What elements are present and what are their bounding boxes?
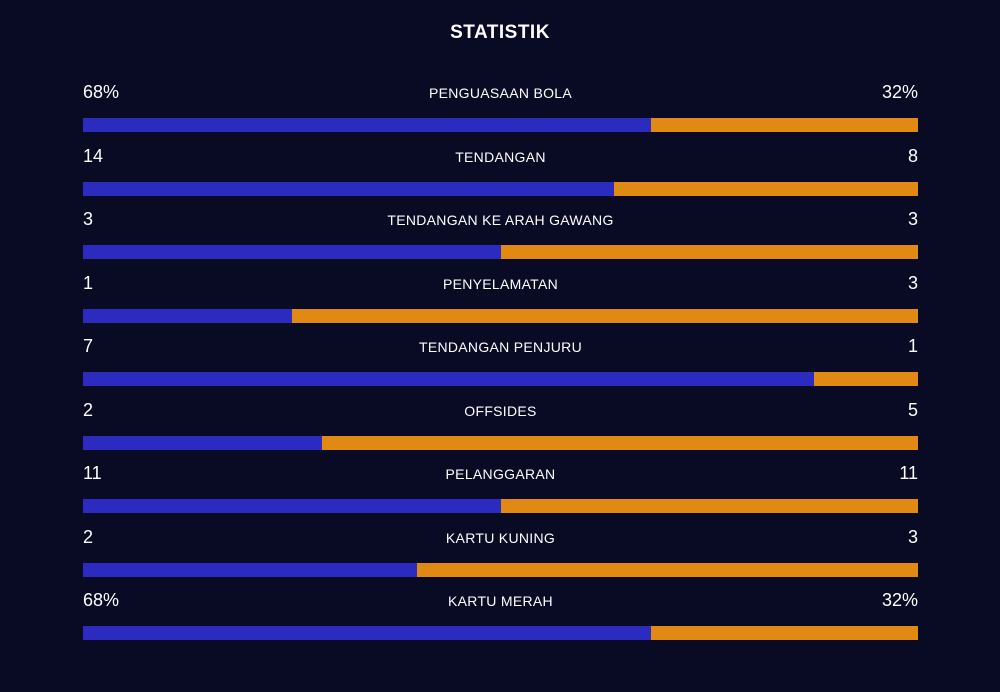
stat-left-value: 68%	[83, 590, 120, 610]
stat-label: PENGUASAAN BOLA	[429, 85, 572, 101]
stat-right-value: 5	[907, 399, 918, 420]
bar-left-segment	[83, 372, 814, 386]
page-title: STATISTIK	[450, 22, 550, 43]
stat-comparison-bar	[83, 181, 918, 196]
bar-right-segment	[291, 308, 918, 323]
stat-label: TENDANGAN PENJURU	[418, 339, 582, 355]
stat-left-value: 14	[83, 145, 104, 166]
stat-label: KARTU MERAH	[448, 593, 553, 609]
bar-right-segment	[614, 181, 918, 196]
stat-label: PENYELAMATAN	[442, 275, 559, 292]
stat-label: PELANGGARAN	[445, 466, 556, 482]
stat-row: 11 PELANGGARAN 11	[83, 461, 918, 525]
bar-left-segment	[83, 118, 651, 132]
stat-header: 7 TENDANGAN PENJURU 1	[83, 334, 918, 360]
bar-left-segment	[83, 562, 417, 577]
bar-left-segment	[83, 499, 501, 513]
stat-comparison-bar	[83, 245, 918, 259]
stat-header: 2 OFFSIDES 5	[83, 398, 918, 424]
stat-left-value: 2	[83, 526, 94, 547]
stat-row: 3 TENDANGAN KE ARAH GAWANG 3	[83, 207, 918, 271]
stat-left-value: 11	[83, 463, 102, 483]
stat-right-value: 3	[907, 209, 918, 229]
bar-right-segment	[813, 372, 918, 386]
stat-comparison-bar	[83, 308, 918, 323]
stat-label: OFFSIDES	[464, 402, 537, 419]
stat-row: 14 TENDANGAN 8	[83, 144, 918, 208]
stat-left-value: 2	[83, 399, 94, 420]
stat-right-value: 11	[899, 463, 918, 483]
stat-right-value: 3	[907, 526, 918, 547]
stat-comparison-bar	[83, 435, 918, 450]
bar-right-segment	[321, 435, 918, 450]
stat-right-value: 32%	[881, 590, 918, 610]
stat-row: 1 PENYELAMATAN 3	[83, 271, 918, 335]
stat-header: 14 TENDANGAN 8	[83, 144, 918, 170]
stat-left-value: 7	[83, 336, 94, 356]
stat-header: 68% PENGUASAAN BOLA 32%	[83, 80, 918, 106]
bar-left-segment	[83, 626, 651, 640]
bar-right-segment	[650, 118, 918, 132]
stat-header: 3 TENDANGAN KE ARAH GAWANG 3	[83, 207, 918, 233]
bar-right-segment	[417, 562, 918, 577]
bar-left-segment	[83, 435, 322, 450]
stat-comparison-bar	[83, 499, 918, 513]
stat-label: TENDANGAN KE ARAH GAWANG	[387, 212, 614, 228]
stat-row: 7 TENDANGAN PENJURU 1	[83, 334, 918, 398]
stat-left-value: 68%	[83, 82, 120, 102]
stat-header: 2 KARTU KUNING 3	[83, 525, 918, 551]
stat-row: 68% KARTU MERAH 32%	[83, 588, 918, 652]
stat-right-value: 8	[907, 145, 918, 166]
stat-comparison-bar	[83, 626, 918, 640]
stat-row: 2 OFFSIDES 5	[83, 398, 918, 462]
stat-left-value: 1	[83, 272, 94, 293]
stat-comparison-bar	[83, 372, 918, 386]
bar-right-segment	[650, 626, 918, 640]
stat-header: 1 PENYELAMATAN 3	[83, 271, 918, 297]
stat-comparison-bar	[83, 562, 918, 577]
stat-right-value: 32%	[881, 82, 918, 102]
stat-comparison-bar	[83, 118, 918, 132]
bar-right-segment	[500, 499, 918, 513]
bar-left-segment	[83, 308, 292, 323]
bar-right-segment	[500, 245, 918, 259]
stat-header: 11 PELANGGARAN 11	[83, 461, 918, 487]
bar-left-segment	[83, 245, 501, 259]
stat-row: 68% PENGUASAAN BOLA 32%	[83, 80, 918, 144]
stat-right-value: 1	[907, 336, 918, 356]
stat-row: 2 KARTU KUNING 3	[83, 525, 918, 589]
bar-left-segment	[83, 181, 615, 196]
stat-header: 68% KARTU MERAH 32%	[83, 588, 918, 614]
stats-list: 68% PENGUASAAN BOLA 32% 14 TENDANGAN 8 3 TENDAN…	[83, 80, 918, 652]
stat-label: KARTU KUNING	[445, 529, 556, 546]
stat-right-value: 3	[907, 272, 918, 293]
stat-label: TENDANGAN	[455, 148, 546, 165]
stat-left-value: 3	[83, 209, 94, 229]
